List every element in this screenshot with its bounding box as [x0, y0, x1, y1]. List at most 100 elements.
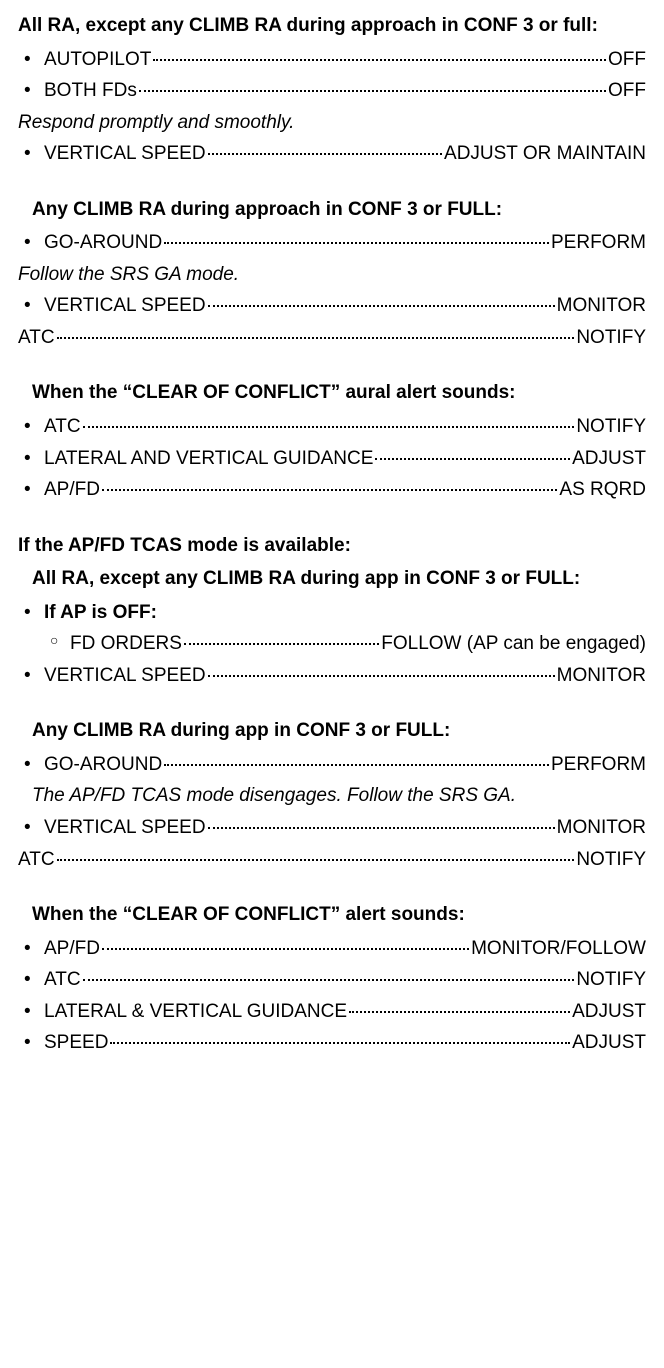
leader-dots: [110, 1042, 570, 1044]
item-label: ATC: [44, 413, 81, 441]
note: Respond promptly and smoothly.: [18, 109, 646, 137]
checklist: GO-AROUND PERFORM: [18, 229, 646, 257]
checklist-plain-row: ATC NOTIFY: [18, 846, 646, 874]
item-value: NOTIFY: [576, 324, 646, 352]
checklist: If AP is OFF: FD ORDERS FOLLOW (AP can b…: [18, 599, 646, 690]
checklist-item: VERTICAL SPEED MONITOR: [18, 292, 646, 320]
item-value: ADJUST: [572, 445, 646, 473]
leader-dots: [375, 458, 570, 460]
section-all-ra: All RA, except any CLIMB RA during appro…: [18, 12, 646, 168]
leader-dots: [153, 59, 606, 61]
leader-dots: [208, 827, 555, 829]
leader-dots: [208, 305, 555, 307]
checklist-item: GO-AROUND PERFORM: [18, 229, 646, 257]
item-value: NOTIFY: [576, 413, 646, 441]
heading: When the “CLEAR OF CONFLICT” alert sound…: [18, 901, 646, 929]
item-value: ADJUST: [572, 998, 646, 1026]
checklist: VERTICAL SPEED ADJUST OR MAINTAIN: [18, 140, 646, 168]
item-value: MONITOR: [557, 814, 646, 842]
checklist-item: ATC NOTIFY: [18, 966, 646, 994]
sub-checklist: FD ORDERS FOLLOW (AP can be engaged): [44, 630, 646, 658]
checklist-item: If AP is OFF: FD ORDERS FOLLOW (AP can b…: [18, 599, 646, 658]
item-label: VERTICAL SPEED: [44, 140, 206, 168]
checklist: ATC NOTIFY LATERAL AND VERTICAL GUIDANCE…: [18, 413, 646, 504]
item-label: BOTH FDs: [44, 77, 137, 105]
item-value: PERFORM: [551, 751, 646, 779]
checklist-item: AP/FD MONITOR/FOLLOW: [18, 935, 646, 963]
section-climb-ra-app-2: Any CLIMB RA during app in CONF 3 or FUL…: [18, 717, 646, 873]
heading: If the AP/FD TCAS mode is available:: [18, 532, 646, 560]
note: Follow the SRS GA mode.: [18, 261, 646, 289]
item-label: VERTICAL SPEED: [44, 292, 206, 320]
checklist: VERTICAL SPEED MONITOR: [18, 814, 646, 842]
item-label: LATERAL AND VERTICAL GUIDANCE: [44, 445, 373, 473]
heading: When the “CLEAR OF CONFLICT” aural alert…: [18, 379, 646, 407]
checklist-plain-row: ATC NOTIFY: [18, 324, 646, 352]
item-label: GO-AROUND: [44, 751, 162, 779]
leader-dots: [83, 426, 575, 428]
section-climb-ra-approach: Any CLIMB RA during approach in CONF 3 o…: [18, 196, 646, 352]
subheading: All RA, except any CLIMB RA during app i…: [18, 565, 646, 593]
item-label: VERTICAL SPEED: [44, 662, 206, 690]
heading: All RA, except any CLIMB RA during appro…: [18, 12, 646, 40]
checklist: GO-AROUND PERFORM: [18, 751, 646, 779]
checklist: VERTICAL SPEED MONITOR: [18, 292, 646, 320]
heading: Any CLIMB RA during app in CONF 3 or FUL…: [18, 717, 646, 745]
item-label: VERTICAL SPEED: [44, 814, 206, 842]
leader-dots: [349, 1011, 570, 1013]
item-value: NOTIFY: [576, 846, 646, 874]
item-label: ATC: [18, 846, 55, 874]
leader-dots: [102, 489, 557, 491]
item-label: AP/FD: [44, 935, 100, 963]
leader-dots: [184, 643, 379, 645]
item-value: MONITOR/FOLLOW: [471, 935, 646, 963]
checklist: AP/FD MONITOR/FOLLOW ATC NOTIFY LATERAL …: [18, 935, 646, 1057]
item-label: AUTOPILOT: [44, 46, 151, 74]
checklist-item: AUTOPILOT OFF: [18, 46, 646, 74]
leader-dots: [164, 242, 549, 244]
item-label: ATC: [44, 966, 81, 994]
item-value: MONITOR: [557, 292, 646, 320]
checklist-item: GO-AROUND PERFORM: [18, 751, 646, 779]
note: The AP/FD TCAS mode disengages. Follow t…: [18, 782, 646, 810]
leader-dots: [57, 859, 575, 861]
section-clear-conflict-2: When the “CLEAR OF CONFLICT” alert sound…: [18, 901, 646, 1057]
item-label: FD ORDERS: [70, 630, 182, 658]
checklist-item: AP/FD AS RQRD: [18, 476, 646, 504]
item-label: LATERAL & VERTICAL GUIDANCE: [44, 998, 347, 1026]
checklist-item: VERTICAL SPEED ADJUST OR MAINTAIN: [18, 140, 646, 168]
section-clear-conflict-1: When the “CLEAR OF CONFLICT” aural alert…: [18, 379, 646, 503]
item-label: SPEED: [44, 1029, 108, 1057]
leader-dots: [102, 948, 469, 950]
checklist-item: ATC NOTIFY: [18, 413, 646, 441]
item-value: ADJUST: [572, 1029, 646, 1057]
checklist-item: VERTICAL SPEED MONITOR: [18, 662, 646, 690]
checklist-item: BOTH FDs OFF: [18, 77, 646, 105]
leader-dots: [57, 337, 575, 339]
item-value: MONITOR: [557, 662, 646, 690]
checklist-item: SPEED ADJUST: [18, 1029, 646, 1057]
item-label: ATC: [18, 324, 55, 352]
leader-dots: [208, 153, 442, 155]
item-value: FOLLOW (AP can be engaged): [381, 630, 646, 658]
checklist-item: FD ORDERS FOLLOW (AP can be engaged): [44, 630, 646, 658]
checklist-item: LATERAL & VERTICAL GUIDANCE ADJUST: [18, 998, 646, 1026]
item-label: GO-AROUND: [44, 229, 162, 257]
item-value: OFF: [608, 46, 646, 74]
heading: Any CLIMB RA during approach in CONF 3 o…: [18, 196, 646, 224]
item-value: ADJUST OR MAINTAIN: [444, 140, 646, 168]
item-value: AS RQRD: [559, 476, 646, 504]
leader-dots: [208, 675, 555, 677]
condition: If AP is OFF:: [44, 602, 157, 623]
leader-dots: [83, 979, 575, 981]
section-apfd-tcas-available: If the AP/FD TCAS mode is available: All…: [18, 532, 646, 690]
item-label: AP/FD: [44, 476, 100, 504]
item-value: OFF: [608, 77, 646, 105]
item-value: PERFORM: [551, 229, 646, 257]
leader-dots: [164, 764, 549, 766]
checklist-item: LATERAL AND VERTICAL GUIDANCE ADJUST: [18, 445, 646, 473]
checklist-item: VERTICAL SPEED MONITOR: [18, 814, 646, 842]
item-value: NOTIFY: [576, 966, 646, 994]
leader-dots: [139, 90, 606, 92]
checklist: AUTOPILOT OFF BOTH FDs OFF: [18, 46, 646, 105]
